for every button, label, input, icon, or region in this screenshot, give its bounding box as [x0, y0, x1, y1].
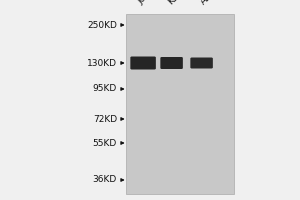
Bar [126, 14, 234, 194]
Text: 72KD: 72KD [93, 114, 117, 123]
FancyBboxPatch shape [130, 56, 156, 69]
Text: 250KD: 250KD [87, 21, 117, 29]
FancyBboxPatch shape [160, 57, 183, 69]
Text: 55KD: 55KD [93, 138, 117, 148]
Text: 95KD: 95KD [93, 84, 117, 93]
Text: 36KD: 36KD [93, 176, 117, 184]
Text: Jurkat: Jurkat [136, 0, 161, 6]
FancyBboxPatch shape [190, 57, 213, 68]
Text: A549: A549 [199, 0, 222, 6]
Text: 130KD: 130KD [87, 58, 117, 68]
Text: K562: K562 [166, 0, 189, 6]
